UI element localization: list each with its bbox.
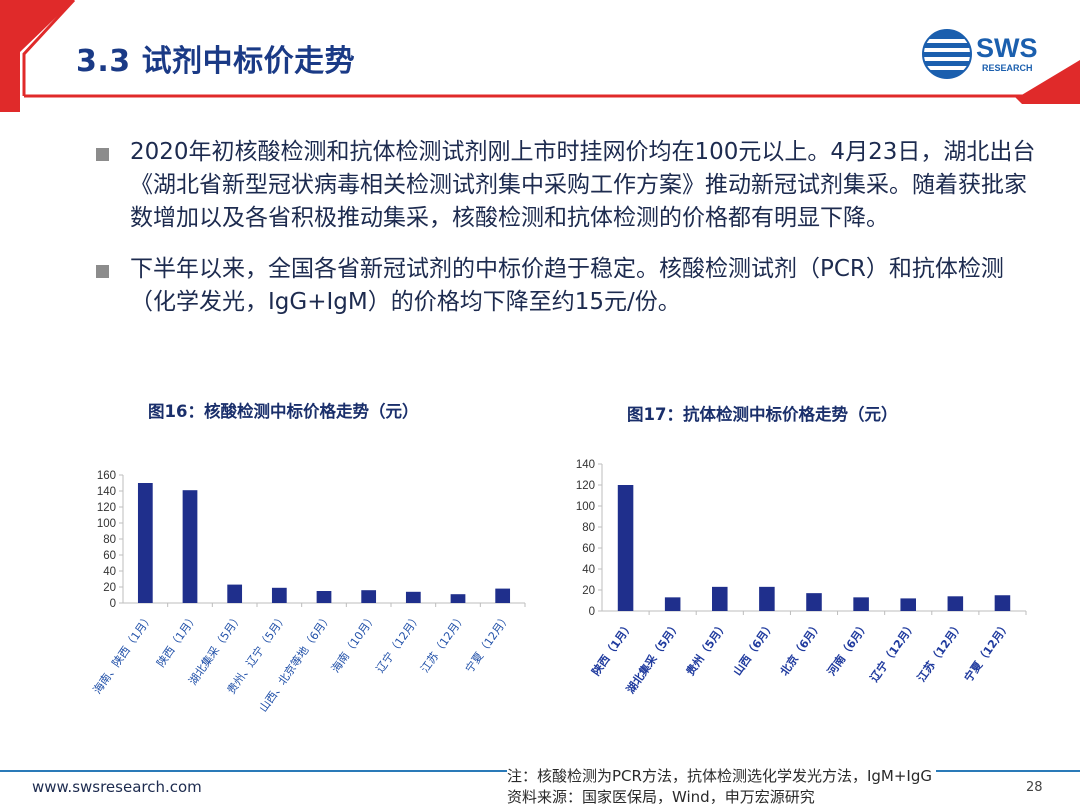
bar — [361, 590, 377, 603]
globe-icon — [922, 29, 972, 79]
bullet-text: 下半年以来，全国各省新冠试剂的中标价趋于稳定。核酸检测试剂（PCR）和抗体检测（… — [130, 256, 1004, 315]
y-tick-label: 40 — [582, 564, 595, 576]
x-tick-label: 宁夏（12月） — [462, 611, 513, 676]
x-tick-label: 陕西（1月） — [589, 619, 636, 678]
y-tick-label: 0 — [110, 598, 116, 610]
bar — [182, 490, 198, 603]
chart-pcr-price: 020406080100120140160海南、陕西（1月）陕西（1月）湖北集采… — [90, 470, 526, 715]
bullet-list: 2020年初核酸检测和抗体检测试剂刚上市时挂网价均在100元以上。4月23日，湖… — [96, 136, 1046, 337]
y-tick-label: 60 — [582, 543, 595, 555]
chart-title-antibody: 图17：抗体检测中标价格走势（元） — [627, 405, 898, 424]
x-tick-label: 海南、陕西（1月） — [90, 611, 156, 697]
svg-text:SWS: SWS — [976, 33, 1038, 63]
bar — [405, 591, 421, 603]
x-tick-label: 辽宁（12月） — [373, 611, 424, 676]
bar — [994, 595, 1011, 611]
x-tick-label: 陕西（1月） — [153, 611, 200, 670]
page-number: 28 — [1026, 780, 1043, 795]
bullet-square-icon — [96, 148, 109, 161]
bar — [495, 588, 511, 603]
y-tick-label: 120 — [576, 480, 595, 492]
x-tick-label: 山西（6月） — [730, 619, 777, 678]
y-tick-label: 100 — [97, 518, 116, 530]
bar — [853, 597, 869, 611]
y-tick-label: 60 — [103, 550, 116, 562]
y-tick-label: 0 — [589, 606, 595, 618]
bar — [450, 594, 466, 603]
page-title: 3.3 试剂中标价走势 — [76, 44, 356, 79]
bar — [947, 596, 964, 611]
x-tick-label: 海南（10月） — [328, 611, 379, 676]
y-tick-label: 20 — [103, 582, 116, 594]
y-tick-label: 80 — [103, 534, 116, 546]
y-tick-label: 100 — [576, 501, 595, 513]
bar — [137, 483, 153, 603]
bar — [316, 591, 332, 603]
bar — [617, 485, 634, 611]
header-band — [0, 0, 1080, 112]
svg-text:RESEARCH: RESEARCH — [982, 63, 1033, 73]
x-tick-label: 河南（6月） — [824, 619, 871, 678]
bar — [712, 586, 728, 611]
bar — [271, 587, 287, 603]
x-tick-label: 辽宁（12月） — [867, 619, 919, 685]
bar — [664, 597, 681, 611]
y-tick-label: 80 — [582, 522, 595, 534]
chart-title-pcr: 图16：核酸检测中标价格走势（元） — [148, 402, 419, 421]
x-tick-label: 贵州（5月） — [683, 619, 730, 678]
y-tick-label: 20 — [582, 585, 595, 597]
footer-note: 注：核酸检测为PCR方法，抗体检测选化学发光方法，IgM+IgG 资料来源：国家… — [507, 766, 936, 808]
bar — [227, 584, 243, 603]
y-tick-label: 120 — [97, 502, 116, 514]
y-tick-label: 40 — [103, 566, 116, 578]
y-tick-label: 140 — [97, 486, 116, 498]
bar — [806, 593, 822, 611]
sws-logo: SWS RESEARCH — [922, 29, 1038, 79]
bar — [900, 598, 916, 611]
bullet-item: 2020年初核酸检测和抗体检测试剂刚上市时挂网价均在100元以上。4月23日，湖… — [96, 136, 1046, 235]
source-text: 资料来源：国家医保局，Wind，申万宏源研究 — [507, 788, 815, 806]
bar — [759, 586, 775, 611]
bullet-item: 下半年以来，全国各省新冠试剂的中标价趋于稳定。核酸检测试剂（PCR）和抗体检测（… — [96, 253, 1046, 319]
footer-url[interactable]: www.swsresearch.com — [32, 778, 202, 796]
bullet-square-icon — [96, 265, 109, 278]
x-tick-label: 江苏（12月） — [418, 611, 468, 675]
y-tick-label: 140 — [576, 459, 595, 471]
y-tick-label: 160 — [97, 470, 116, 482]
note-text: 注：核酸检测为PCR方法，抗体检测选化学发光方法，IgM+IgG — [507, 767, 932, 785]
bullet-text: 2020年初核酸检测和抗体检测试剂刚上市时挂网价均在100元以上。4月23日，湖… — [130, 139, 1036, 231]
x-tick-label: 江苏（12月） — [914, 619, 966, 685]
x-tick-label: 宁夏（12月） — [961, 619, 1013, 685]
x-tick-label: 北京（6月） — [777, 619, 824, 678]
